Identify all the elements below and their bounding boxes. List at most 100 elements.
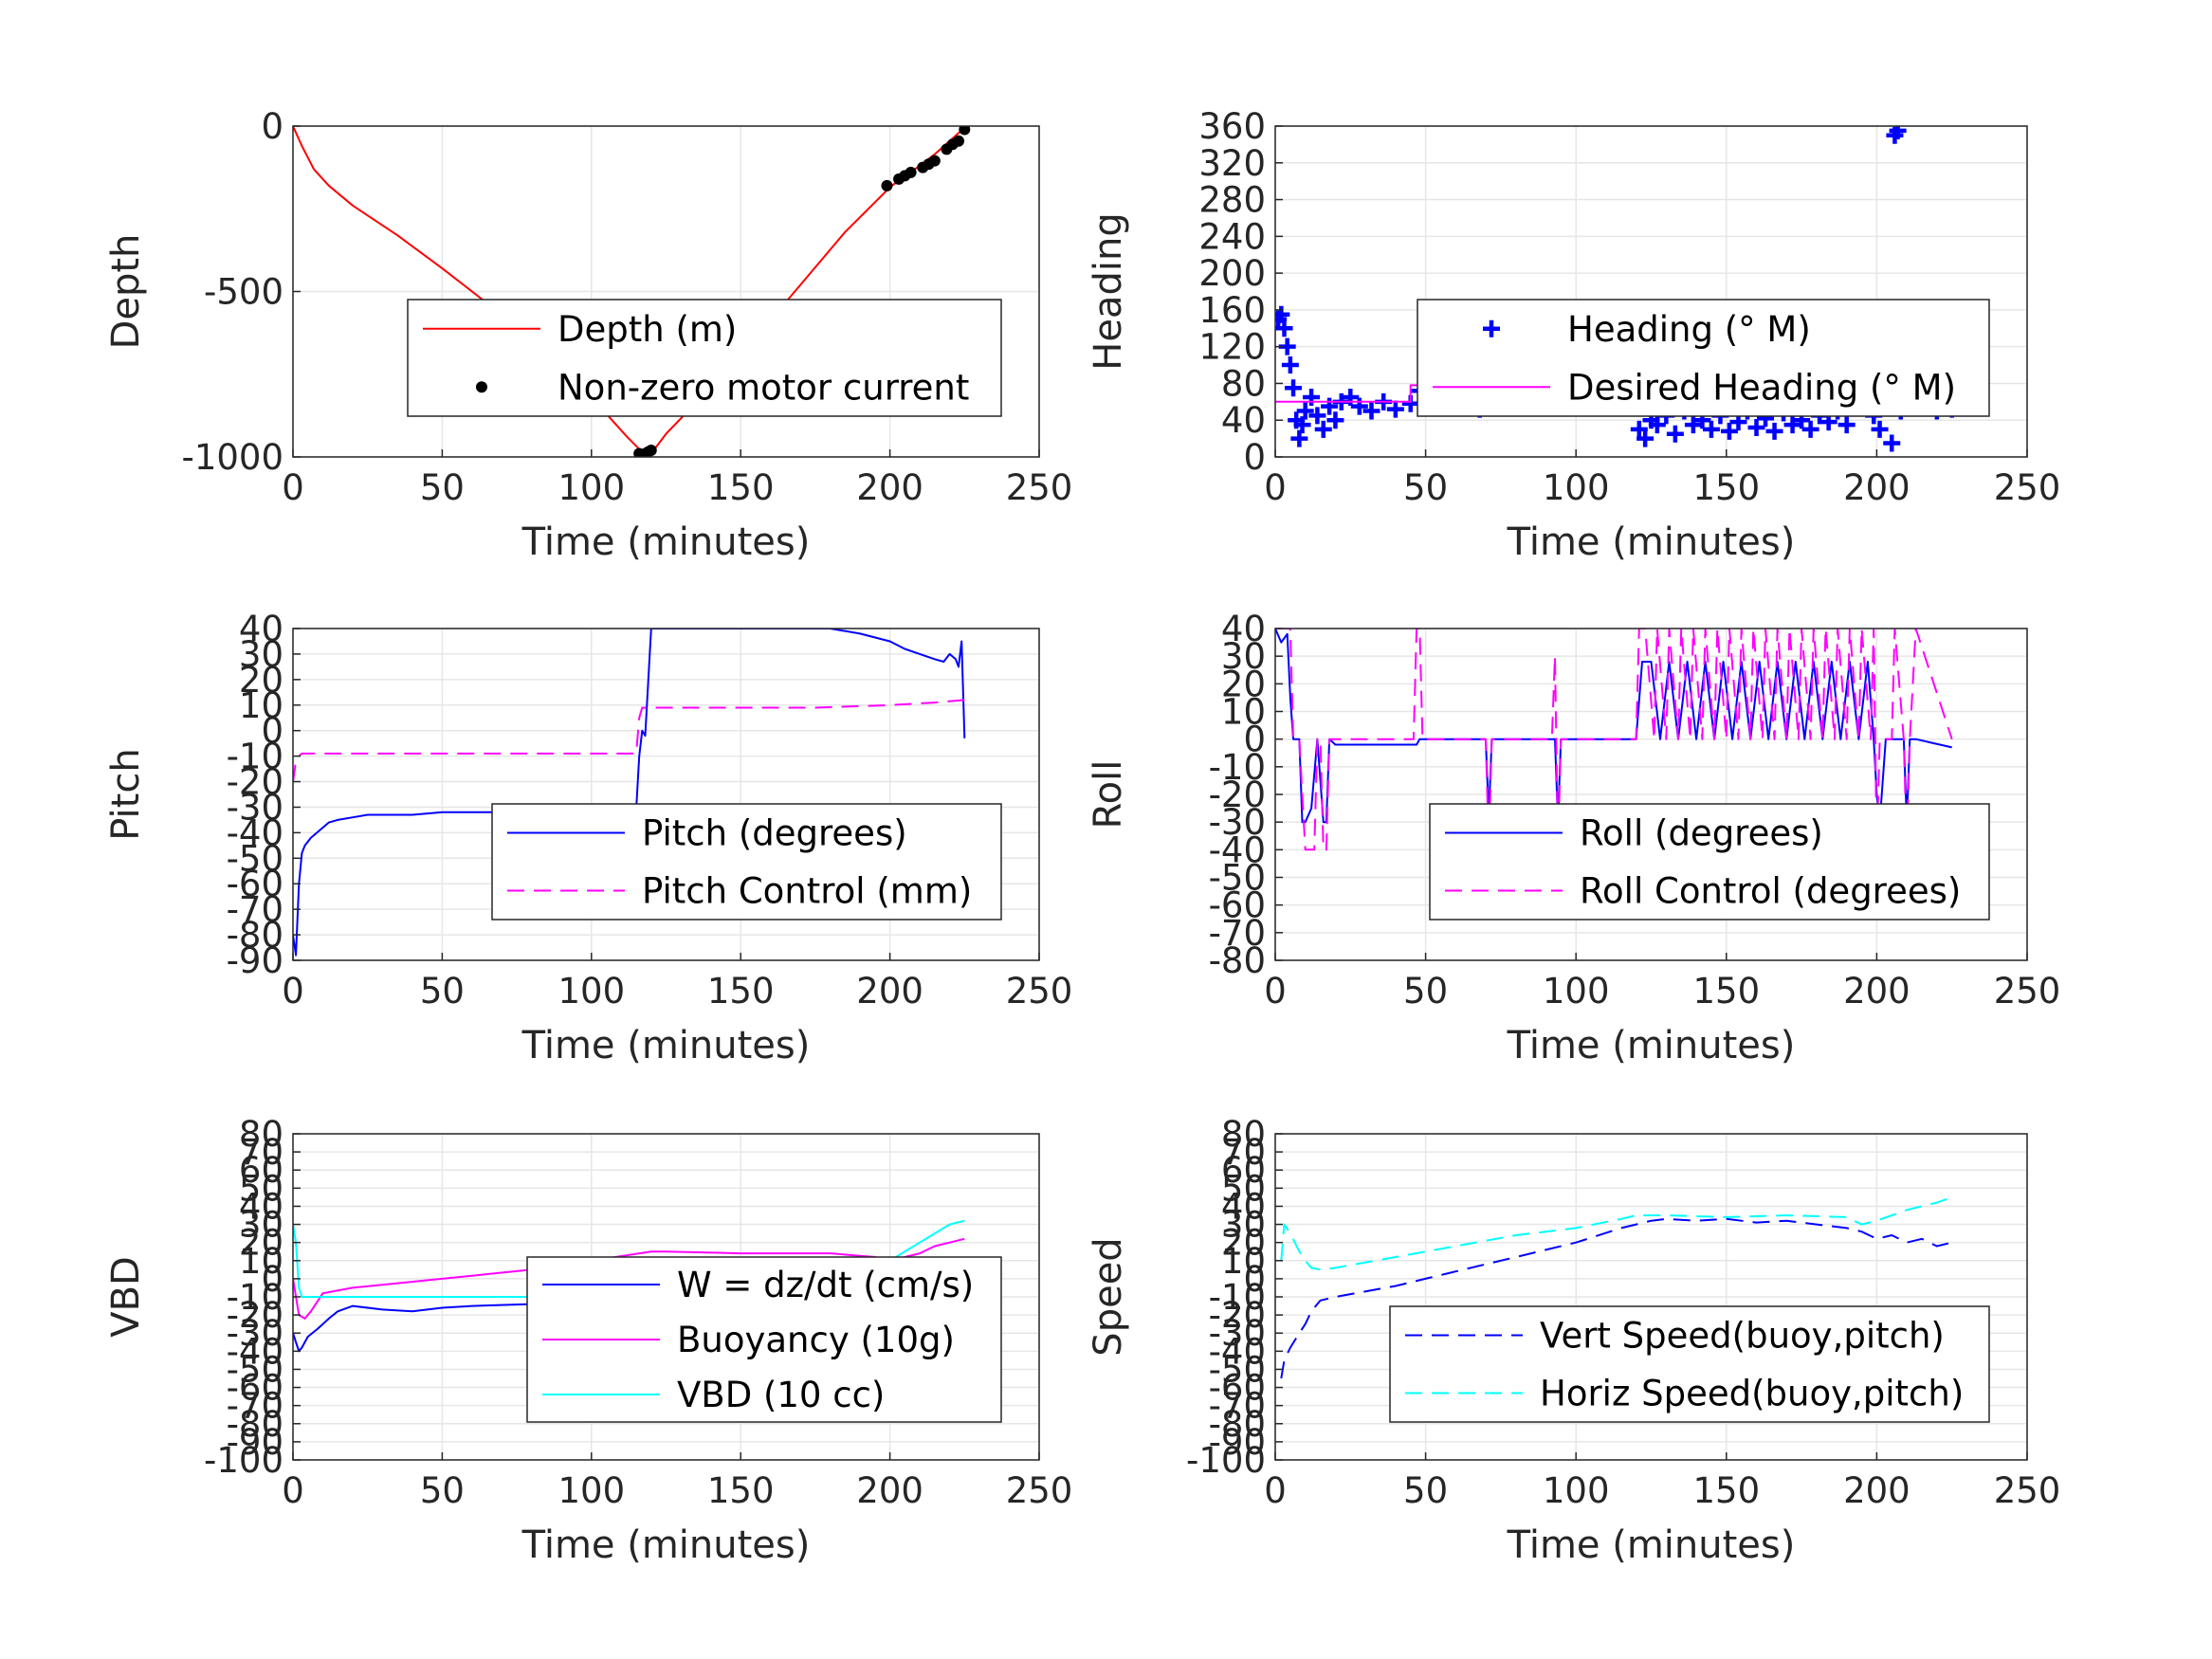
y-tick-label: -60 <box>227 864 283 904</box>
heading-marker <box>1350 397 1368 415</box>
y-tick-label: 40 <box>1221 400 1266 441</box>
series-line-2 <box>1280 1195 1953 1271</box>
heading-marker <box>1837 416 1856 434</box>
heading-marker <box>1666 425 1684 443</box>
y-tick-label: -100 <box>1186 1440 1266 1481</box>
y-tick-label: -70 <box>1209 913 1266 954</box>
y-tick-label: 60 <box>1221 1150 1266 1191</box>
x-tick-label: 50 <box>420 971 465 1012</box>
series-line-2 <box>293 699 965 782</box>
y-tick-label: -80 <box>227 1404 283 1445</box>
y-tick-label: 280 <box>1198 180 1266 221</box>
legend-label: Roll Control (degrees) <box>1580 871 1961 912</box>
y-tick-label: -90 <box>1209 1422 1266 1463</box>
x-axis-label: Time (minutes) <box>521 1024 811 1067</box>
heading-marker <box>1871 420 1889 438</box>
y-tick-label: 40 <box>1221 609 1266 649</box>
legend-box <box>1389 1305 1990 1423</box>
x-tick-label: 50 <box>1403 1470 1448 1511</box>
heading-marker <box>1747 418 1765 436</box>
y-tick-label: 60 <box>239 1150 283 1191</box>
y-axis-label: Depth <box>104 234 148 350</box>
y-tick-label: -50 <box>1209 1349 1266 1390</box>
y-tick-label: -50 <box>227 838 283 879</box>
x-tick-label: 200 <box>1843 1470 1910 1511</box>
y-tick-label: 50 <box>239 1168 283 1209</box>
data-layer <box>293 126 971 457</box>
x-tick-label: 200 <box>856 971 923 1012</box>
heading-marker <box>1386 400 1404 418</box>
y-tick-label: 40 <box>239 1186 283 1227</box>
y-tick-label: 0 <box>261 106 283 147</box>
data-point <box>928 155 941 167</box>
y-tick-label: -70 <box>1209 1386 1266 1427</box>
y-tick-label: 30 <box>239 1205 283 1246</box>
y-tick-label: -20 <box>1209 775 1266 815</box>
x-tick-label: 150 <box>707 1470 775 1511</box>
y-tick-label: -30 <box>1209 802 1266 843</box>
heading-marker <box>1684 416 1702 434</box>
data-point <box>881 179 893 191</box>
subplot-5: 0 50 100 150 200 250-100-90-80-70-60-50-40-30… <box>104 1114 1072 1567</box>
x-tick-label: 200 <box>1843 467 1910 508</box>
legend-box <box>1417 299 1990 417</box>
x-tick-label: 200 <box>1843 971 1910 1012</box>
y-tick-label: -80 <box>1209 1404 1266 1445</box>
x-tick-label: 50 <box>420 467 465 508</box>
y-tick-label: 0 <box>1243 1259 1266 1300</box>
y-tick-label: -10 <box>227 1277 283 1318</box>
y-tick-label: 20 <box>1221 1223 1266 1264</box>
heading-marker <box>1765 422 1783 440</box>
x-tick-label: 100 <box>1543 467 1610 508</box>
x-tick-label: 0 <box>282 1470 304 1511</box>
heading-marker <box>1702 420 1720 438</box>
axes-frame <box>1274 125 2028 458</box>
y-tick-label: -60 <box>227 1368 283 1409</box>
legend-label: W = dz/dt (cm/s) <box>677 1265 974 1305</box>
y-tick-label: -70 <box>227 1386 283 1427</box>
heading-marker <box>1720 422 1738 440</box>
data-point <box>645 445 657 457</box>
data-point <box>953 135 965 147</box>
y-tick-label: 40 <box>1221 1186 1266 1227</box>
y-tick-label: -60 <box>1209 885 1266 926</box>
y-tick-label: -20 <box>227 1295 283 1336</box>
axes-frame <box>292 628 1040 961</box>
x-tick-label: 150 <box>1692 971 1760 1012</box>
y-tick-label: -500 <box>204 272 283 313</box>
y-tick-label: 40 <box>239 609 283 649</box>
heading-marker <box>1281 356 1299 374</box>
y-tick-label: -20 <box>1209 1295 1266 1336</box>
legend-label: Roll (degrees) <box>1580 813 1823 854</box>
y-tick-label: -30 <box>227 787 283 828</box>
legend-box <box>491 803 1002 921</box>
y-tick-label: -10 <box>227 737 283 777</box>
x-tick-label: 150 <box>707 971 775 1012</box>
legend-label: Horiz Speed(buoy,pitch) <box>1540 1374 1964 1414</box>
legend: Vert Speed(buoy,pitch) Horiz Speed(buoy,p… <box>1389 1305 1990 1423</box>
y-tick-label: 70 <box>239 1132 283 1173</box>
data-point <box>905 166 917 178</box>
y-tick-label: -40 <box>227 812 283 853</box>
y-tick-label: -70 <box>227 889 283 930</box>
y-axis-label: Heading <box>1087 212 1130 370</box>
x-axis-label: Time (minutes) <box>1507 520 1796 564</box>
legend-swatch <box>476 381 487 393</box>
y-tick-label: 80 <box>239 1114 283 1155</box>
y-tick-label: 10 <box>1221 1241 1266 1282</box>
y-tick-label: -50 <box>227 1349 283 1390</box>
x-tick-label: 150 <box>707 467 775 508</box>
y-tick-label: 20 <box>239 660 283 701</box>
x-tick-label: 150 <box>1692 1470 1760 1511</box>
x-tick-label: 200 <box>856 467 923 508</box>
y-tick-label: -50 <box>1209 858 1266 899</box>
heading-marker <box>1630 420 1648 438</box>
y-tick-label: -30 <box>1209 1313 1266 1354</box>
legend-label: Desired Heading (° M) <box>1567 367 1956 408</box>
x-tick-label: 100 <box>558 971 625 1012</box>
heading-marker <box>1362 402 1380 420</box>
y-tick-label: 10 <box>1221 692 1266 733</box>
y-tick-label: 0 <box>261 711 283 752</box>
heading-marker <box>1290 429 1308 447</box>
heading-marker <box>1308 407 1326 425</box>
